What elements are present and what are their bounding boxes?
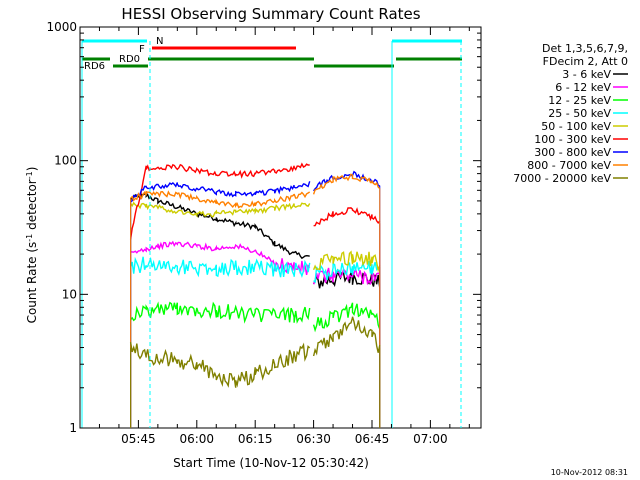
y-tick-label: 100 (54, 154, 77, 168)
x-tick-label: 06:30 (296, 432, 331, 446)
legend: Det 1,3,5,6,7,9, FDecim 2, Att 0 3 - 6 k… (513, 42, 628, 185)
series-line (130, 201, 311, 218)
series-line (312, 173, 381, 195)
series-line (130, 301, 311, 324)
flag-rd0-label: RD0 (119, 54, 140, 65)
legend-header-line-2: FDecim 2, Att 0 (543, 55, 628, 68)
series-line (313, 207, 381, 227)
series-line (312, 267, 381, 286)
y-tick-label: 1000 (46, 20, 77, 34)
legend-entry-label: 25 - 50 keV (548, 107, 611, 120)
legend-entry-label: 50 - 100 keV (541, 120, 611, 133)
x-tick-label: 07:00 (413, 432, 448, 446)
x-tick-label: 06:15 (238, 432, 273, 446)
flag-n-label: N (156, 36, 163, 47)
x-tick-label: 06:45 (355, 432, 390, 446)
x-axis-label: Start Time (10-Nov-12 05:30:42) (173, 456, 369, 470)
flag-f-label: F (139, 44, 145, 55)
legend-entry-label: 7000 - 20000 keV (513, 172, 611, 185)
y-tick-label: 10 (62, 287, 77, 301)
series-line (130, 181, 311, 203)
series-line (130, 193, 310, 260)
series-line (130, 190, 311, 209)
legend-entry-label: 100 - 300 keV (534, 133, 611, 146)
y-tick-label: 1 (69, 421, 77, 435)
footer-timestamp: 10-Nov-2012 08:31 (551, 468, 628, 477)
axis-ticks: 1 10 100 1000 05:45 06:00 06:15 06:30 06:45 07:00 (46, 20, 481, 446)
series-line (313, 260, 380, 284)
plot-frame (79, 26, 482, 429)
legend-entry-label: 6 - 12 keV (555, 81, 611, 94)
series-layer (129, 162, 381, 428)
series-line (312, 302, 381, 333)
y-axis-label: Count Rate (s-1 detector-1) (25, 167, 39, 324)
x-tick-label: 05:45 (121, 432, 156, 446)
legend-entry-label: 3 - 6 keV (562, 68, 611, 81)
legend-entry-label: 800 - 7000 keV (527, 159, 611, 172)
series-line (129, 162, 310, 240)
x-tick-label: 06:00 (179, 432, 214, 446)
series-line (129, 341, 311, 388)
series-line (129, 256, 311, 278)
legend-entry-label: 12 - 25 keV (548, 94, 611, 107)
series-line (312, 316, 381, 357)
plot-border (79, 26, 482, 429)
series-line (312, 250, 381, 273)
legend-entry-label: 300 - 800 keV (534, 146, 611, 159)
flag-rd6-label: RD6 (84, 61, 105, 72)
chart-title: HESSI Observing Summary Count Rates (121, 5, 420, 23)
legend-header-line-1: Det 1,3,5,6,7,9, (542, 42, 628, 55)
